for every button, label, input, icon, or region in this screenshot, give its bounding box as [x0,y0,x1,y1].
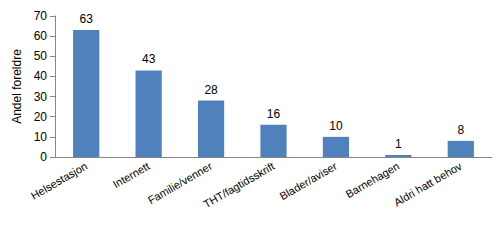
svg-text:10: 10 [329,119,343,133]
svg-text:Helsestasjon: Helsestasjon [29,160,89,202]
svg-text:43: 43 [142,52,156,66]
svg-text:60: 60 [34,29,48,43]
svg-text:40: 40 [34,69,48,83]
svg-text:28: 28 [204,83,218,97]
svg-text:30: 30 [34,90,48,104]
svg-text:Blader/aviser: Blader/aviser [277,160,339,203]
svg-text:63: 63 [80,12,94,26]
svg-text:16: 16 [267,107,281,121]
svg-text:Andel foreldre: Andel foreldre [10,49,24,124]
svg-text:70: 70 [34,9,48,23]
svg-text:Barnehagen: Barnehagen [344,160,402,200]
svg-text:Aldri hatt behov: Aldri hatt behov [392,160,465,209]
svg-text:1: 1 [395,137,402,151]
svg-text:10: 10 [34,130,48,144]
svg-text:Familie/venner: Familie/venner [145,159,215,207]
svg-text:0: 0 [40,150,47,164]
svg-text:50: 50 [34,49,48,63]
svg-text:Internett: Internett [111,160,152,191]
svg-text:THT/fagtidsskrift: THT/fagtidsskrift [201,160,276,210]
svg-text:20: 20 [34,110,48,124]
svg-text:8: 8 [457,123,464,137]
